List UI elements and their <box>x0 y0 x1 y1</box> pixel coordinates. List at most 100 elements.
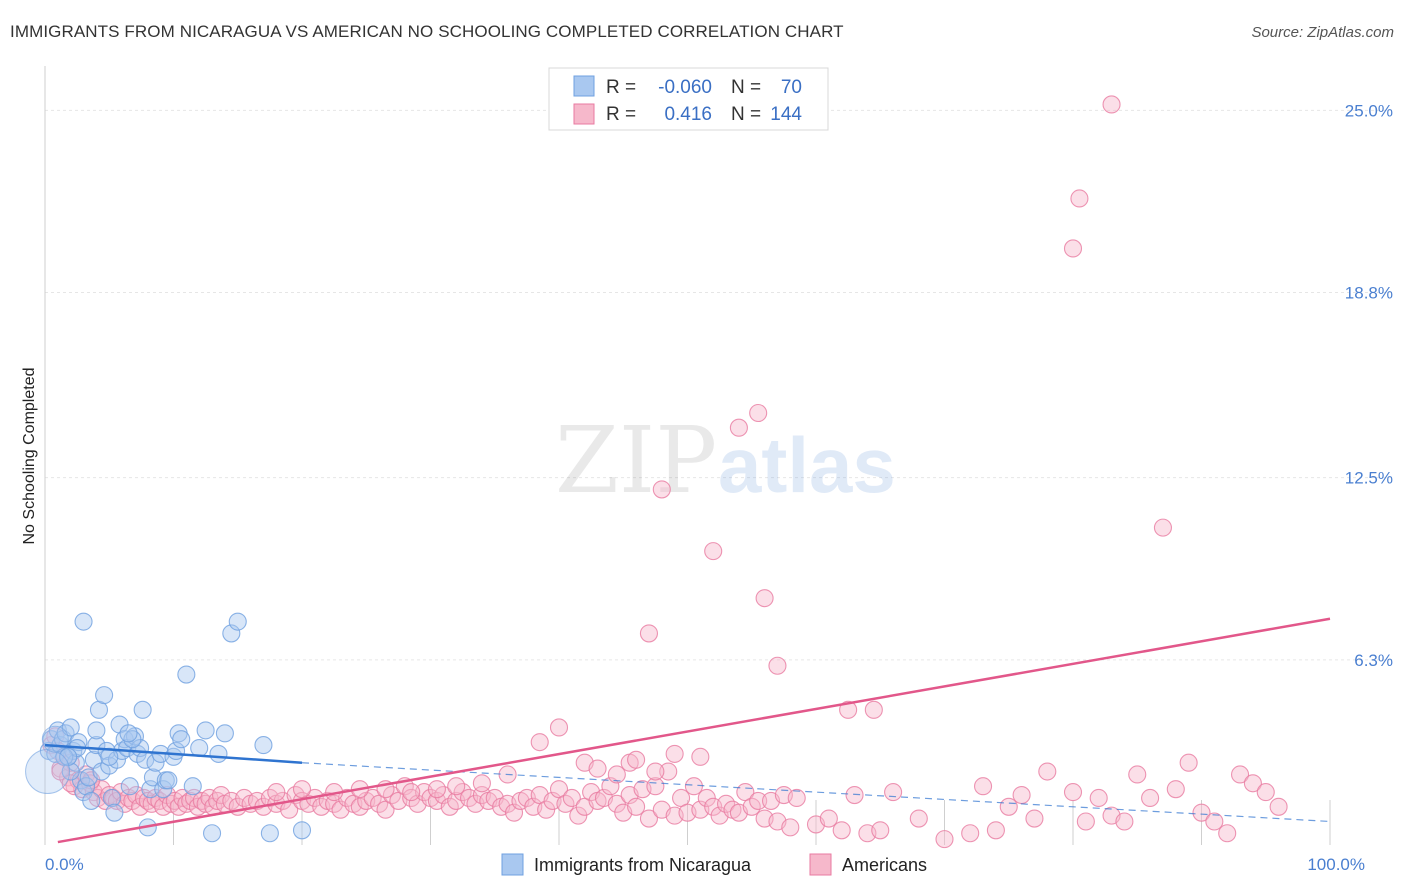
point-americans <box>729 418 748 437</box>
point-americans <box>691 747 710 766</box>
stats-swatch-americans <box>573 103 595 125</box>
point-americans <box>781 818 800 837</box>
point-americans <box>588 759 607 778</box>
point-americans <box>447 777 466 796</box>
point-americans <box>1012 785 1031 805</box>
point-americans <box>639 624 659 643</box>
point-americans <box>697 788 716 808</box>
chart-title: IMMIGRANTS FROM NICARAGUA VS AMERICAN NO… <box>10 22 844 41</box>
point-americans <box>749 791 768 810</box>
stats-n-label-americans: N = <box>731 104 761 125</box>
point-nicaragua <box>120 777 139 796</box>
point-americans <box>768 656 787 675</box>
stats-r-label-americans: R = <box>606 104 636 125</box>
stats-r-value-americans: 0.416 <box>664 104 712 125</box>
point-americans <box>839 700 858 719</box>
point-nicaragua <box>95 686 114 705</box>
point-nicaragua <box>260 824 279 843</box>
point-americans <box>704 542 723 561</box>
point-americans <box>659 762 678 781</box>
watermark-atlas: atlas <box>718 421 896 509</box>
point-americans <box>864 700 883 719</box>
y-axis-label: No Schooling Completed <box>21 368 38 545</box>
point-americans <box>646 777 665 796</box>
y-tick-labels: 6.3% 12.5% 18.8% 25.0% <box>1345 101 1393 670</box>
point-americans <box>652 480 671 499</box>
point-americans <box>51 762 70 781</box>
point-americans <box>601 777 620 796</box>
y-tick-label: 18.8% <box>1345 284 1393 303</box>
point-americans <box>832 821 851 840</box>
point-nicaragua <box>209 744 228 763</box>
point-nicaragua <box>146 753 165 772</box>
stats-legend: R = -0.060 N = 70 R = 0.416 N = 144 <box>548 67 829 131</box>
point-nicaragua <box>254 736 273 755</box>
point-nicaragua <box>159 771 178 790</box>
point-nicaragua <box>228 612 247 631</box>
stats-n-label-nicaragua: N = <box>731 77 761 98</box>
point-americans <box>646 762 665 781</box>
point-americans <box>749 403 768 423</box>
point-americans <box>1063 239 1083 258</box>
point-nicaragua <box>133 700 152 719</box>
y-tick-label: 6.3% <box>1354 651 1393 670</box>
point-americans <box>530 733 549 752</box>
point-nicaragua <box>215 724 234 743</box>
source-credit: Source: ZipAtlas.com <box>1251 24 1394 41</box>
point-americans <box>1218 824 1237 843</box>
point-americans <box>986 821 1005 840</box>
point-americans <box>402 783 421 802</box>
x-tick-labels: 0.0% 100.0% <box>45 855 1365 874</box>
point-americans <box>607 765 626 784</box>
point-nicaragua <box>56 724 75 743</box>
point-nicaragua <box>25 749 71 795</box>
point-nicaragua <box>141 780 160 799</box>
point-americans <box>627 797 646 816</box>
point-nicaragua <box>87 721 106 740</box>
point-nicaragua <box>172 730 191 749</box>
point-americans <box>1070 189 1089 208</box>
series-americans <box>42 95 1288 849</box>
point-americans <box>1089 788 1108 808</box>
point-americans <box>1179 753 1198 772</box>
point-nicaragua <box>190 738 209 758</box>
stats-r-label-nicaragua: R = <box>606 77 636 98</box>
legend-swatch-nicaragua <box>501 853 524 876</box>
point-americans <box>684 777 703 796</box>
x-tick-label: 100.0% <box>1307 855 1365 874</box>
trend-line-americans <box>57 617 1331 844</box>
point-americans <box>1192 803 1211 822</box>
point-americans <box>607 794 626 813</box>
point-americans <box>787 788 806 808</box>
point-nicaragua <box>177 665 196 684</box>
point-americans <box>1153 518 1172 537</box>
legend-swatch-americans <box>809 853 832 876</box>
point-americans <box>1205 812 1224 831</box>
trend-line-nicaragua-dashed <box>301 762 1331 823</box>
point-americans <box>1269 797 1288 816</box>
trend-lines <box>44 617 1331 844</box>
axes <box>44 66 1331 845</box>
point-americans <box>1128 765 1147 784</box>
point-americans <box>1256 783 1275 802</box>
point-nicaragua <box>196 721 215 740</box>
point-americans <box>909 809 928 828</box>
stats-r-value-nicaragua: -0.060 <box>658 77 712 98</box>
gridlines <box>45 109 1395 661</box>
point-americans <box>819 809 838 828</box>
point-nicaragua <box>59 747 78 766</box>
x-tick-label: 0.0% <box>45 855 84 874</box>
point-americans <box>1243 774 1262 793</box>
point-nicaragua <box>61 762 80 781</box>
point-americans <box>973 777 993 796</box>
point-americans <box>1063 783 1083 802</box>
point-americans <box>211 785 231 805</box>
stats-n-value-nicaragua: 70 <box>781 77 802 98</box>
point-nicaragua <box>203 824 222 843</box>
legend-label-nicaragua: Immigrants from Nicaragua <box>534 855 752 875</box>
y-tick-label: 25.0% <box>1345 101 1393 120</box>
trend-line-nicaragua <box>44 743 303 764</box>
point-nicaragua <box>119 724 138 743</box>
point-americans <box>639 809 659 828</box>
